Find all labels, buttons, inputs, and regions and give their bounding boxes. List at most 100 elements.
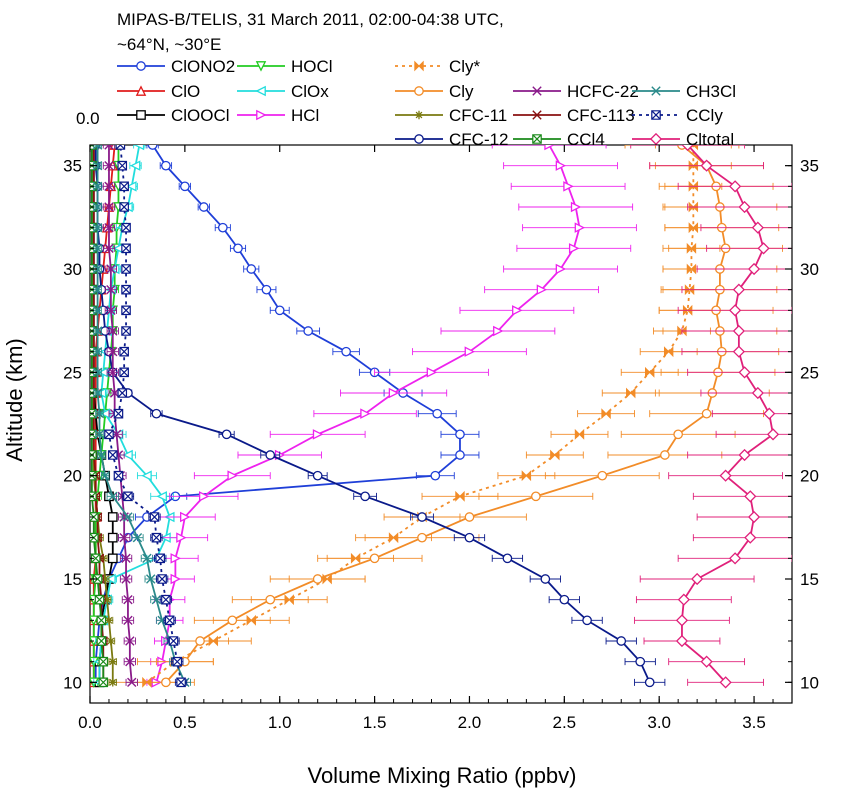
data-point: [597, 470, 608, 481]
data-point: [246, 264, 257, 274]
data-point: [123, 615, 133, 626]
data-point: [98, 677, 109, 688]
data-point: [568, 243, 580, 254]
data-point: [133, 145, 145, 151]
data-point: [102, 595, 112, 604]
legend-marker: [135, 85, 147, 96]
legend-label: CFC-12: [449, 130, 509, 149]
data-point: [117, 388, 128, 398]
data-point: [108, 326, 118, 336]
legend-label: Cltotal: [686, 130, 734, 149]
data-point: [92, 160, 103, 171]
data-point: [92, 284, 103, 295]
data-point: [123, 594, 133, 605]
data-point: [430, 470, 441, 481]
data-point: [544, 145, 555, 151]
data-point: [432, 408, 443, 419]
data-point: [675, 614, 689, 627]
y-tick-label-right: 25: [800, 363, 819, 382]
data-point: [645, 366, 655, 378]
data-point: [536, 284, 548, 295]
data-point: [719, 469, 732, 482]
legend-label: CFC-113: [567, 106, 635, 125]
data-point: [98, 656, 109, 667]
data-point: [121, 553, 131, 564]
legend-label: Cly: [449, 82, 474, 101]
series-ccly: [104, 145, 188, 688]
y-tick-label-right: 15: [800, 570, 819, 589]
data-point: [684, 284, 695, 296]
data-point: [104, 222, 114, 233]
data-point: [122, 449, 133, 461]
data-point: [691, 572, 704, 586]
legend-label: ClOOCl: [171, 106, 230, 125]
x-tick-label: 0.5: [173, 713, 197, 732]
data-point: [92, 264, 103, 274]
data-point: [107, 450, 118, 460]
data-point: [284, 594, 294, 606]
data-point: [147, 145, 158, 150]
data-point: [106, 264, 116, 274]
data-point: [601, 408, 611, 420]
data-point: [464, 512, 475, 522]
y-tick-label-right: 10: [800, 673, 819, 692]
data-point: [227, 615, 238, 626]
legend-label: HCl: [291, 106, 319, 125]
y-axis-label: Altitude (km): [2, 338, 27, 461]
data-point: [747, 510, 761, 524]
data-point: [312, 429, 324, 440]
data-point: [616, 636, 627, 646]
data-point: [113, 470, 124, 481]
series-hcl: [146, 145, 637, 688]
legend-label: HOCl: [291, 57, 333, 76]
data-point: [757, 242, 770, 255]
legend-marker: [136, 110, 146, 120]
data-point: [728, 304, 742, 317]
x-tick-label: 2.5: [553, 713, 577, 732]
data-point: [570, 201, 582, 213]
x-tick-label: 0.0: [78, 713, 102, 732]
data-point: [455, 490, 465, 502]
series-ch3cl: [92, 145, 192, 688]
data-point: [681, 145, 694, 152]
data-point: [763, 407, 776, 420]
data-point: [728, 180, 742, 193]
data-point: [107, 532, 118, 543]
data-point: [360, 491, 370, 502]
legend-marker: [414, 60, 424, 72]
legend-marker: [255, 61, 267, 72]
data-point: [265, 450, 276, 460]
data-point: [119, 532, 129, 543]
legend-marker: [414, 110, 424, 120]
y-tick-label: 10: [63, 673, 82, 692]
y-tick-label: 20: [63, 467, 82, 486]
legend-item-cfc-113: CFC-113: [513, 106, 635, 125]
data-point: [700, 159, 713, 172]
data-point: [312, 574, 323, 584]
legend-item-hcl: HCl: [237, 106, 319, 125]
data-point: [108, 367, 118, 378]
data-point: [126, 181, 137, 192]
data-point: [121, 326, 131, 336]
data-point: [107, 553, 118, 564]
legend-item-clo: ClO: [117, 82, 200, 101]
legend-label: HCFC-22: [567, 82, 639, 101]
data-point: [106, 284, 116, 295]
data-point: [512, 305, 523, 316]
data-point: [106, 305, 116, 316]
data-point: [104, 243, 114, 254]
data-point: [673, 429, 684, 440]
data-point: [107, 512, 118, 522]
data-point: [108, 346, 118, 357]
legend-item-cfc-11: CFC-11: [395, 106, 507, 125]
data-point: [233, 243, 243, 254]
data-point: [104, 181, 114, 192]
data-point: [455, 429, 465, 440]
legend-label: Cly*: [449, 57, 481, 76]
data-point: [180, 181, 190, 192]
data-point: [455, 450, 465, 460]
data-point: [100, 470, 110, 481]
data-point: [119, 181, 129, 192]
data-point: [108, 657, 117, 666]
data-point: [531, 491, 541, 502]
